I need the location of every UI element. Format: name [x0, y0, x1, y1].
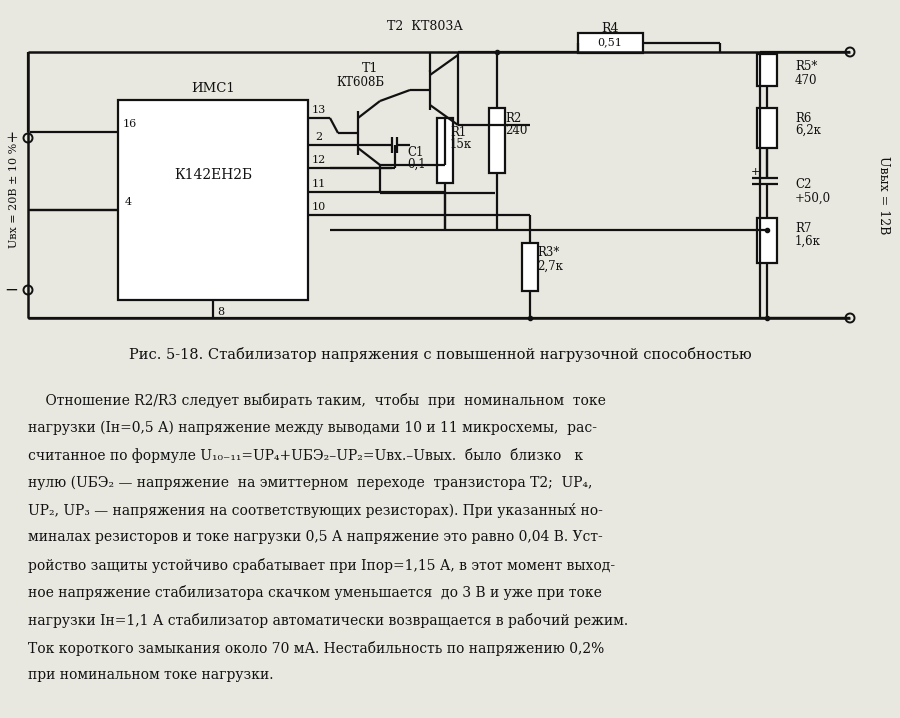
- Text: 0,51: 0,51: [598, 37, 623, 47]
- Text: 8: 8: [218, 307, 225, 317]
- Text: UР₂, UР₃ — напряжения на соответствующих резисторах). При указанных́ но-: UР₂, UР₃ — напряжения на соответствующих…: [28, 503, 603, 518]
- Text: К142ЕН2Б: К142ЕН2Б: [174, 168, 252, 182]
- Text: R5*: R5*: [795, 60, 817, 73]
- Text: при номинальном токе нагрузки.: при номинальном токе нагрузки.: [28, 668, 274, 682]
- Text: 2: 2: [315, 132, 322, 142]
- Text: нагрузки Iн=1,1 А стабилизатор автоматически возвращается в рабочий режим.: нагрузки Iн=1,1 А стабилизатор автоматич…: [28, 613, 628, 628]
- Text: R6: R6: [795, 111, 812, 124]
- Bar: [757, 108, 777, 148]
- Bar: [578, 33, 643, 53]
- Text: 13: 13: [312, 105, 326, 115]
- Text: 16: 16: [123, 119, 137, 129]
- Text: 11: 11: [312, 179, 326, 189]
- Text: T2  КТ803А: T2 КТ803А: [387, 21, 463, 34]
- Text: C2: C2: [795, 179, 812, 192]
- Text: R4: R4: [601, 22, 619, 34]
- Text: Отношение R2/R3 следует выбирать таким,  чтобы  при  номинальном  токе: Отношение R2/R3 следует выбирать таким, …: [28, 393, 606, 408]
- Text: Рис. 5-18. Стабилизатор напряжения с повышенной нагрузочной способностью: Рис. 5-18. Стабилизатор напряжения с пов…: [129, 348, 752, 363]
- Text: R2: R2: [505, 111, 521, 124]
- Text: ИМС1: ИМС1: [191, 82, 235, 95]
- Text: нулю (UБЭ₂ — напряжение  на эмиттерном  переходе  транзистора T2;  UР₄,: нулю (UБЭ₂ — напряжение на эмиттерном пе…: [28, 475, 592, 490]
- Text: 2,7к: 2,7к: [537, 259, 562, 273]
- Bar: [489, 108, 505, 173]
- Text: T1: T1: [362, 62, 378, 75]
- Text: КТ608Б: КТ608Б: [336, 75, 384, 88]
- Text: +: +: [751, 167, 760, 177]
- Text: 470: 470: [795, 73, 817, 86]
- Text: 4: 4: [124, 197, 131, 207]
- Text: 1,6к: 1,6к: [795, 235, 821, 248]
- Text: −: −: [4, 281, 18, 299]
- Text: 6,2к: 6,2к: [795, 123, 821, 136]
- Text: 0,1: 0,1: [407, 157, 426, 170]
- Text: R1: R1: [450, 126, 466, 139]
- Text: 10: 10: [312, 202, 326, 212]
- Text: ное напряжение стабилизатора скачком уменьшается  до 3 В и уже при токе: ное напряжение стабилизатора скачком уме…: [28, 585, 602, 600]
- Text: 240: 240: [505, 124, 527, 138]
- Text: +: +: [5, 131, 18, 145]
- Text: R3*: R3*: [537, 246, 560, 259]
- Text: C1: C1: [407, 146, 423, 159]
- Text: 15к: 15к: [450, 139, 472, 151]
- Text: миналах резисторов и токе нагрузки 0,5 А напряжение это равно 0,04 В. Уст-: миналах резисторов и токе нагрузки 0,5 А…: [28, 531, 603, 544]
- Bar: [118, 100, 308, 300]
- Bar: [757, 218, 777, 263]
- Bar: [437, 118, 453, 183]
- Text: 12: 12: [312, 155, 326, 165]
- Text: +50,0: +50,0: [795, 192, 831, 205]
- Bar: [757, 54, 777, 86]
- Bar: [522, 243, 538, 291]
- Text: Uвых = 12В: Uвых = 12В: [877, 156, 889, 234]
- Text: считанное по формуле U₁₀₋₁₁=UР₄+UБЭ₂–UР₂=Uвх.–Uвых.  было  близко   к: считанное по формуле U₁₀₋₁₁=UР₄+UБЭ₂–UР₂…: [28, 448, 583, 463]
- Text: нагрузки (Iн=0,5 А) напряжение между выводами 10 и 11 микросхемы,  рас-: нагрузки (Iн=0,5 А) напряжение между выв…: [28, 421, 597, 435]
- Text: Uвх = 20В ± 10 %: Uвх = 20В ± 10 %: [9, 142, 19, 248]
- Text: Ток короткого замыкания около 70 мА. Нестабильность по напряжению 0,2%: Ток короткого замыкания около 70 мА. Нес…: [28, 640, 604, 656]
- Text: ройство защиты устойчиво срабатывает при Iпор=1,15 А, в этот момент выход-: ройство защиты устойчиво срабатывает при…: [28, 558, 615, 573]
- Text: R7: R7: [795, 221, 812, 235]
